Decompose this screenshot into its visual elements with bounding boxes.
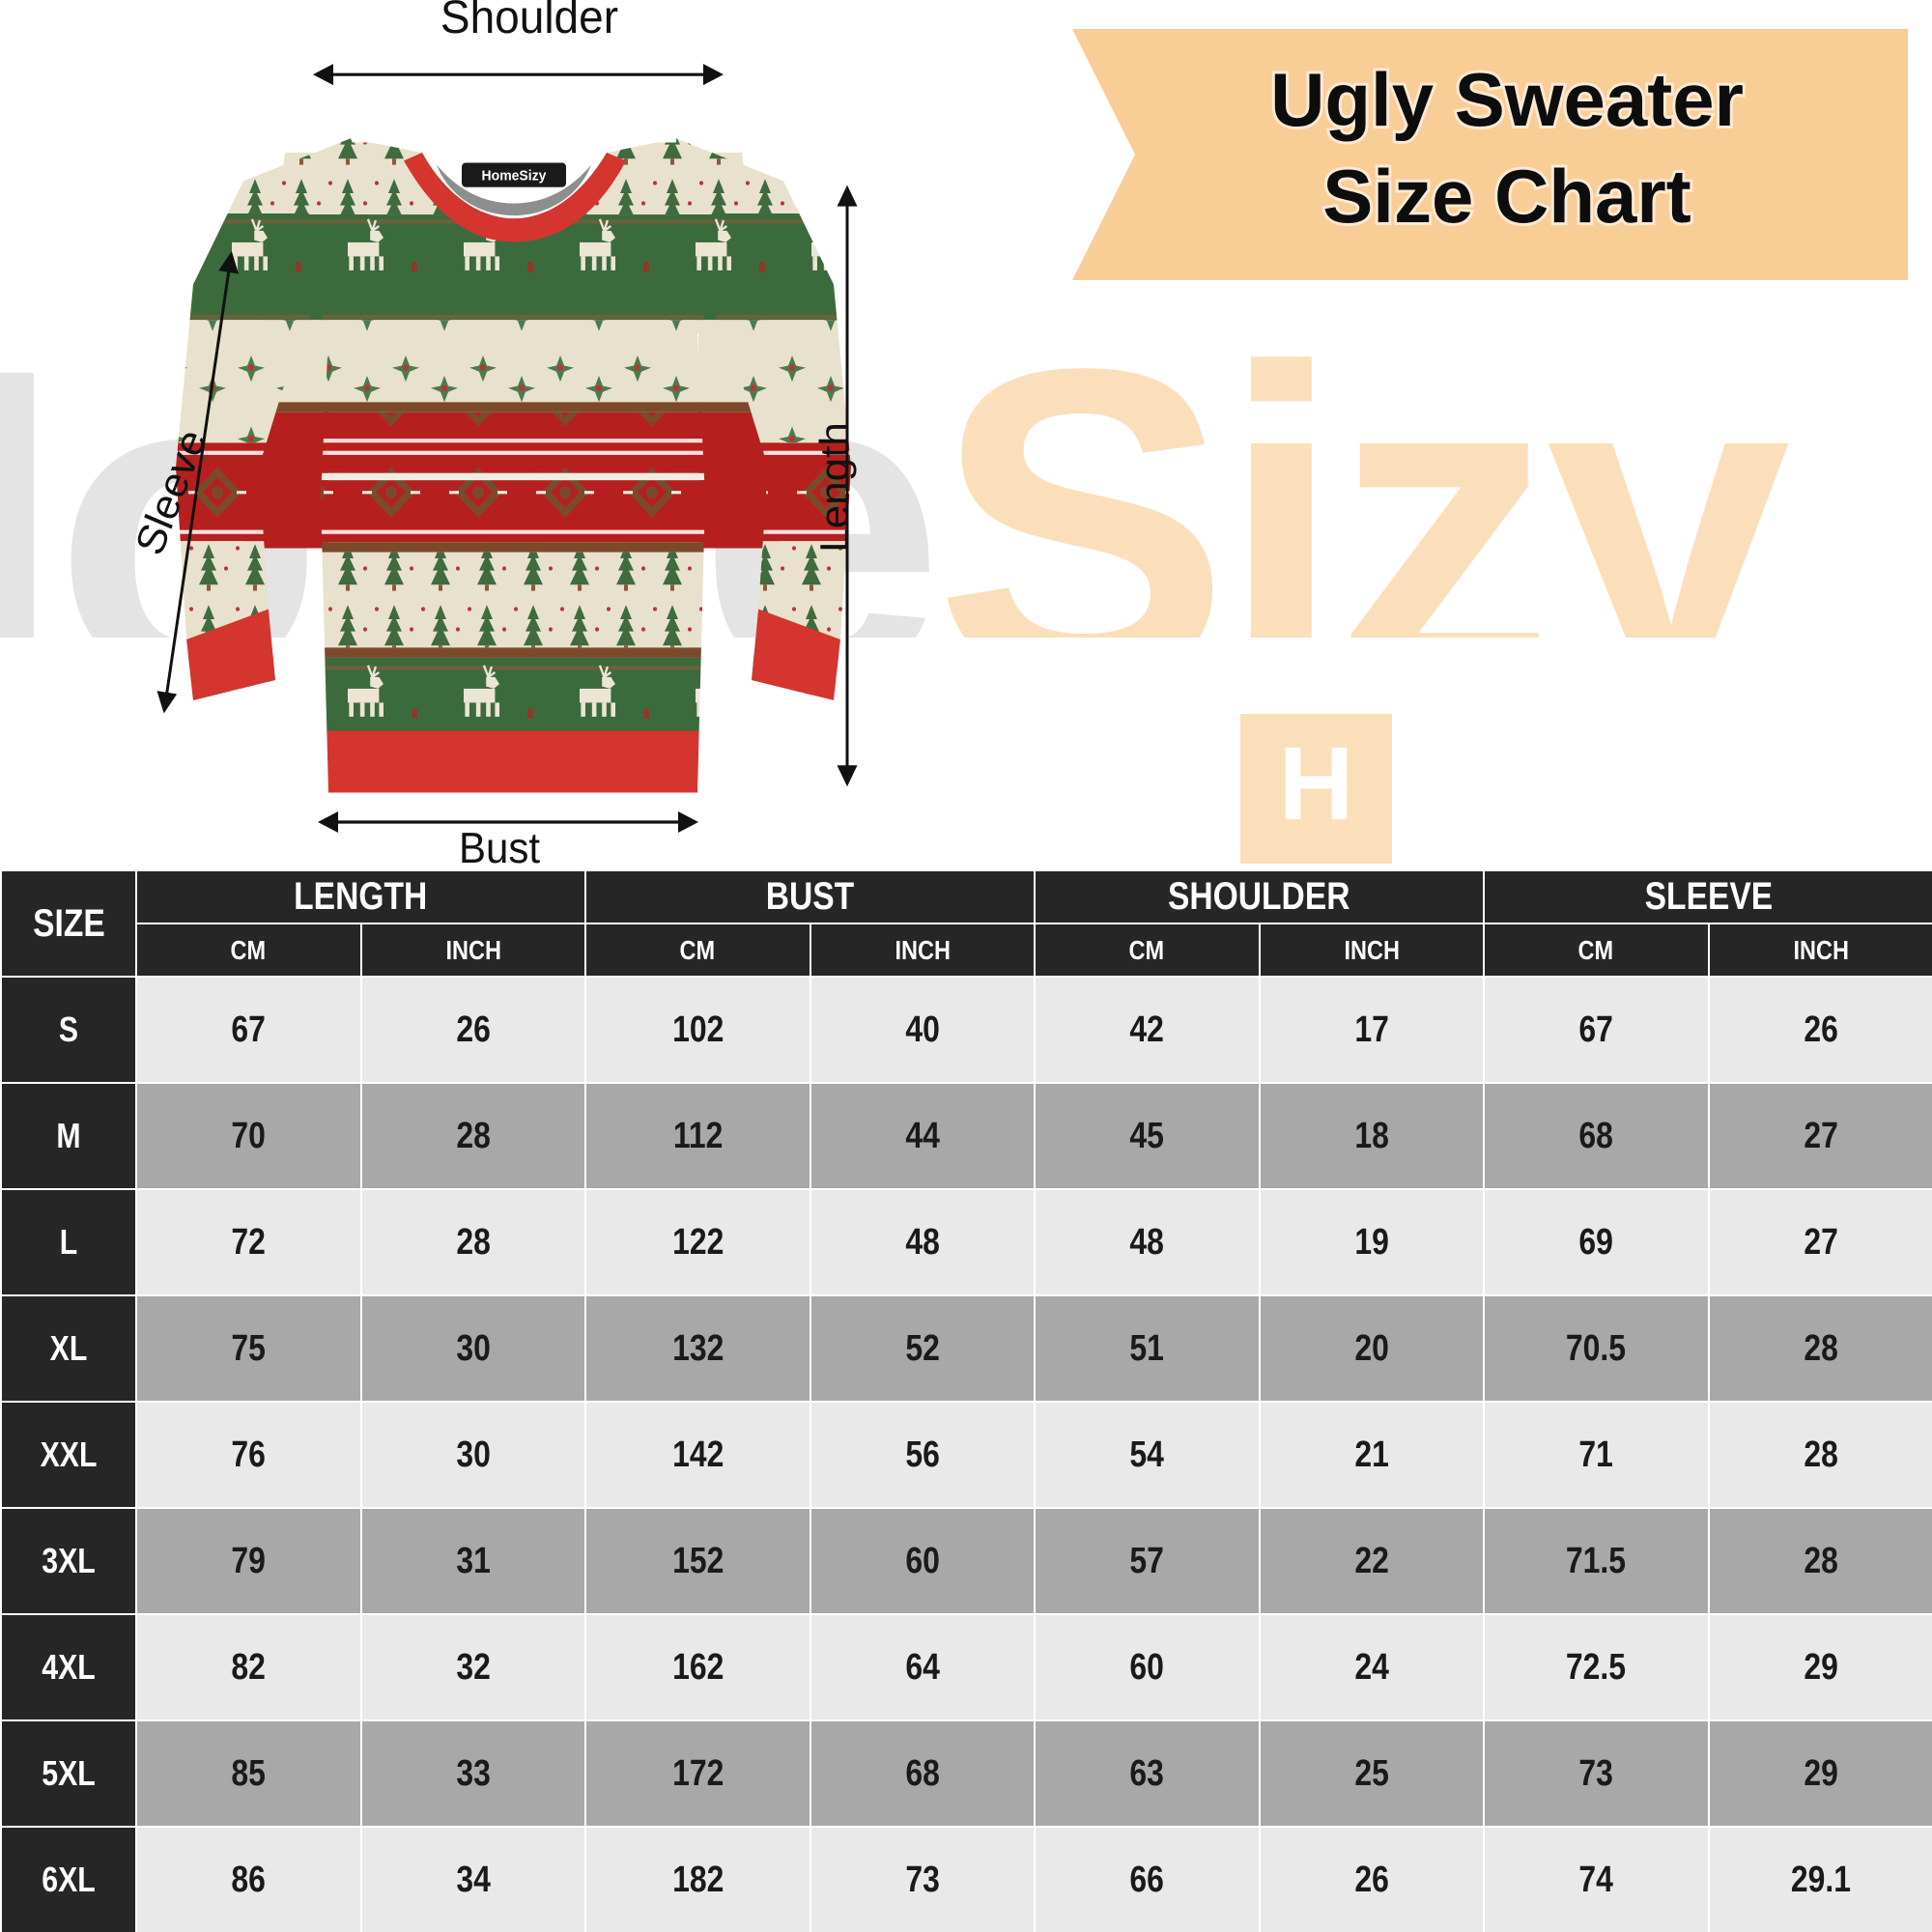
- svg-text:Bust: Bust: [459, 825, 540, 872]
- svg-text:Ugly Sweater: Ugly Sweater: [1270, 57, 1744, 142]
- svg-text:Size Chart: Size Chart: [1322, 154, 1690, 239]
- svg-text:Shoulder: Shoulder: [440, 0, 618, 43]
- svg-text:HomeSizy: HomeSizy: [482, 168, 547, 184]
